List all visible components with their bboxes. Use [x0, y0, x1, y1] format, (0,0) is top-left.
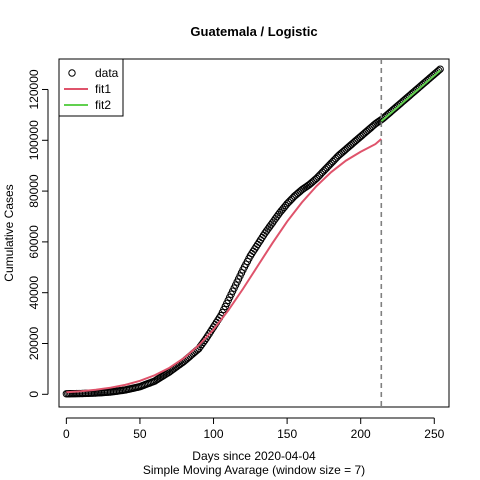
y-tick-label: 40000	[27, 276, 41, 310]
series-layer	[62, 65, 444, 398]
data-point	[435, 66, 443, 75]
legend-label-fit1: fit1	[95, 82, 111, 96]
data-point	[436, 65, 444, 73]
legend-data-symbol	[68, 69, 76, 77]
y-tick-label: 80000	[27, 174, 41, 208]
legend-label-fit2: fit2	[95, 98, 111, 112]
x-axis-sublabel: Simple Moving Avarage (window size = 7)	[143, 463, 365, 477]
y-tick-label: 60000	[27, 225, 41, 259]
plot-area	[58, 58, 450, 408]
plot-frame	[58, 58, 450, 408]
series-fit2-line	[380, 69, 441, 122]
y-tick-label: 120000	[27, 69, 41, 109]
y-tick-label: 20000	[27, 326, 41, 360]
y-tick-label: 0	[27, 391, 41, 398]
y-axis: 0 20000 40000 60000 80000 100000 120000	[27, 69, 49, 398]
x-tick-label: 100	[204, 427, 224, 441]
x-tick-label: 250	[424, 427, 444, 441]
x-axis-label: Days since 2020-04-04	[192, 449, 316, 463]
x-axis: 0 50 100 150 200 250	[63, 417, 445, 441]
x-tick-label: 50	[133, 427, 147, 441]
y-axis-label: Cumulative Cases	[2, 184, 16, 281]
legend: data fit1 fit2	[58, 58, 124, 117]
legend-box	[58, 58, 124, 117]
legend-label-data: data	[95, 66, 119, 80]
x-tick-label: 150	[277, 427, 297, 441]
x-tick-label: 200	[351, 427, 371, 441]
series-fit1-line	[66, 138, 382, 394]
y-tick-label: 100000	[27, 120, 41, 160]
chart-title: Guatemala / Logistic	[190, 24, 317, 39]
x-tick-label: 0	[63, 427, 70, 441]
